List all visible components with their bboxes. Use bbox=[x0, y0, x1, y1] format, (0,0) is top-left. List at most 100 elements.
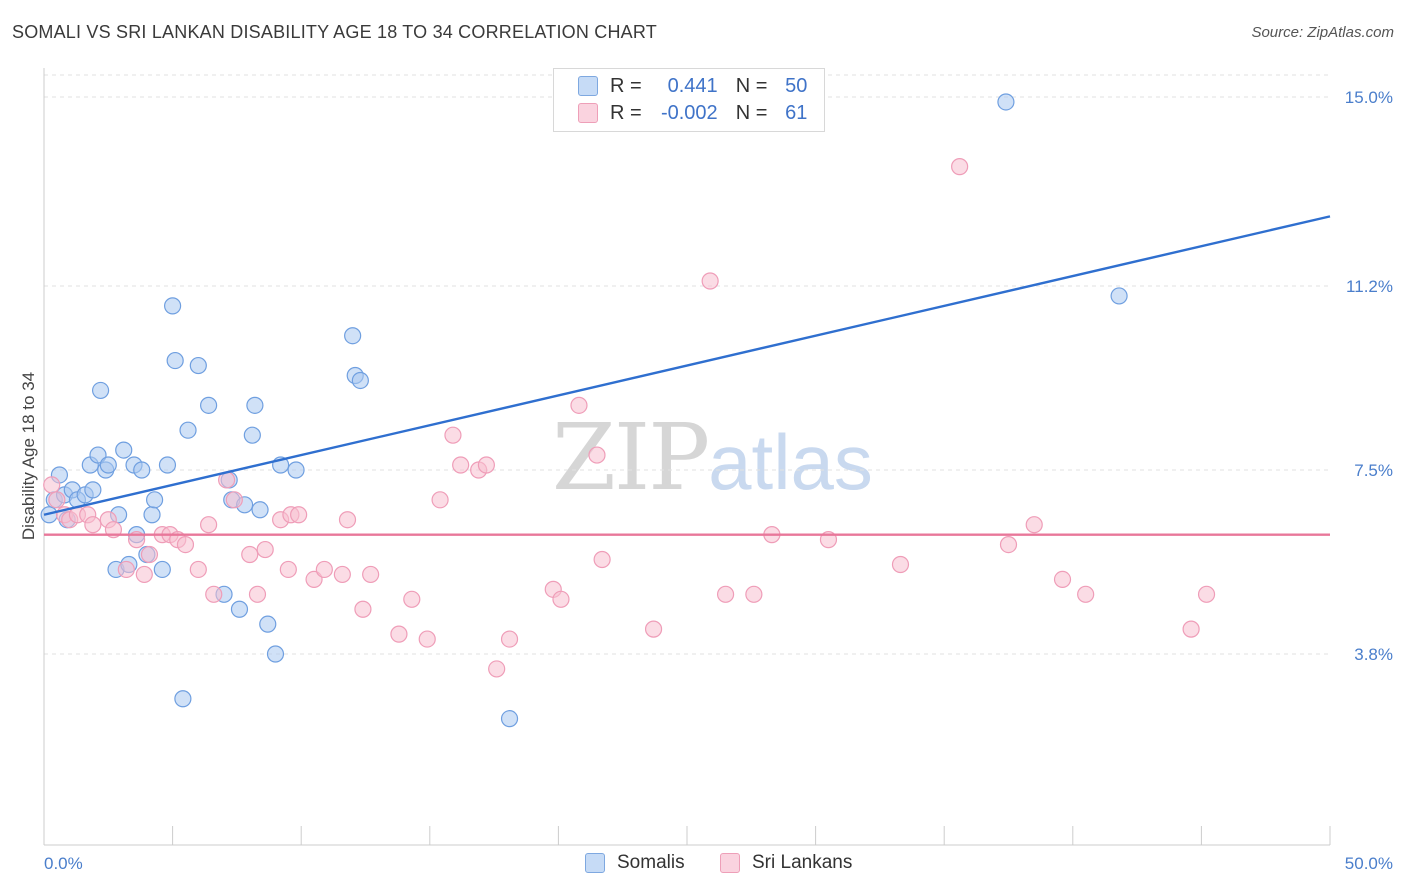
data-point bbox=[338, 511, 357, 529]
x-tick-label: 50.0% bbox=[1345, 854, 1393, 873]
x-tick-label: 0.0% bbox=[44, 854, 83, 873]
data-point bbox=[189, 560, 207, 579]
data-point bbox=[477, 456, 495, 474]
data-point bbox=[1197, 585, 1216, 603]
data-point bbox=[951, 158, 969, 176]
data-point bbox=[344, 327, 362, 345]
y-tick-label: 3.8% bbox=[1354, 645, 1393, 664]
data-point bbox=[997, 93, 1015, 111]
data-point bbox=[354, 600, 372, 618]
data-point bbox=[279, 560, 297, 579]
data-point bbox=[166, 351, 184, 370]
trend-line-somalis bbox=[43, 215, 1331, 516]
data-point bbox=[1053, 570, 1072, 589]
y-tick-label: 11.2% bbox=[1346, 277, 1393, 296]
watermark-zip: ZIP bbox=[552, 404, 710, 511]
data-point bbox=[333, 565, 351, 584]
data-point bbox=[431, 491, 449, 509]
data-point bbox=[315, 560, 333, 579]
data-point bbox=[290, 506, 308, 524]
data-point bbox=[200, 396, 218, 414]
legend-n-value: 50 bbox=[785, 74, 808, 97]
data-point bbox=[158, 456, 177, 474]
series-legend: Somalis Sri Lankans bbox=[0, 852, 1406, 878]
data-point bbox=[593, 550, 611, 569]
data-point bbox=[91, 381, 110, 400]
data-point bbox=[1110, 287, 1128, 305]
data-point bbox=[259, 615, 277, 633]
legend-r-label: R = bbox=[610, 101, 642, 124]
data-point bbox=[99, 456, 117, 474]
data-point bbox=[488, 660, 506, 678]
data-point bbox=[266, 645, 285, 663]
correlation-legend: R = 0.441 N = 50 R = -0.002 N = 61 bbox=[553, 68, 825, 132]
legend-label-sri-lankans: Sri Lankans bbox=[752, 852, 853, 873]
data-point bbox=[243, 426, 261, 444]
legend-row-somalis: R = 0.441 N = 50 bbox=[578, 74, 807, 98]
data-point bbox=[500, 630, 519, 648]
data-point bbox=[115, 441, 133, 459]
legend-n-label: N = bbox=[735, 101, 768, 124]
data-point bbox=[48, 491, 66, 509]
data-point bbox=[305, 570, 323, 589]
data-point bbox=[174, 690, 192, 708]
data-point bbox=[644, 620, 663, 638]
chart-source: Source: ZipAtlas.com bbox=[1251, 24, 1394, 41]
legend-n-label: N = bbox=[735, 74, 768, 97]
tick-labels: 3.8% 7.5% 11.2% 15.0% 0.0% 50.0% bbox=[44, 88, 1393, 873]
data-point bbox=[1025, 516, 1043, 534]
data-point bbox=[452, 456, 470, 474]
data-point bbox=[891, 555, 910, 574]
data-point bbox=[745, 585, 763, 603]
data-point bbox=[246, 396, 264, 414]
legend-item-somalis: Somalis bbox=[585, 852, 685, 874]
watermark-atlas: atlas bbox=[708, 418, 873, 506]
watermark: ZIPatlas bbox=[552, 404, 873, 511]
data-point bbox=[570, 396, 588, 414]
data-point bbox=[552, 590, 570, 608]
data-point bbox=[351, 371, 369, 390]
data-point bbox=[43, 476, 61, 494]
data-point bbox=[89, 446, 107, 464]
data-point bbox=[143, 506, 161, 524]
data-point bbox=[241, 545, 259, 564]
legend-r-value: 0.441 bbox=[667, 74, 718, 97]
axes bbox=[43, 68, 1331, 846]
data-point bbox=[701, 272, 719, 290]
data-point bbox=[140, 545, 159, 564]
legend-r-label: R = bbox=[610, 74, 642, 97]
data-point bbox=[248, 585, 267, 603]
y-axis-title: Disability Age 18 to 34 bbox=[19, 372, 38, 540]
data-point bbox=[1077, 585, 1095, 603]
data-point bbox=[179, 421, 197, 439]
data-point bbox=[200, 516, 218, 534]
legend-swatch-sri-lankans bbox=[720, 853, 740, 873]
data-point bbox=[403, 590, 421, 608]
trend-lines bbox=[43, 215, 1331, 536]
legend-swatch-somalis bbox=[585, 853, 605, 873]
data-point bbox=[153, 560, 171, 579]
y-tick-label: 7.5% bbox=[1354, 461, 1393, 480]
data-point bbox=[117, 560, 135, 579]
data-point bbox=[251, 501, 269, 519]
legend-item-sri-lankans: Sri Lankans bbox=[720, 852, 852, 874]
legend-r-value: -0.002 bbox=[660, 101, 718, 124]
data-point bbox=[225, 491, 243, 509]
data-point bbox=[287, 461, 305, 479]
legend-label-somalis: Somalis bbox=[617, 852, 685, 873]
legend-row-sri-lankans: R = -0.002 N = 61 bbox=[578, 101, 807, 125]
legend-swatch-somalis bbox=[578, 76, 598, 96]
data-point bbox=[133, 461, 151, 479]
data-point bbox=[500, 710, 519, 728]
data-point bbox=[84, 481, 102, 499]
data-point bbox=[230, 600, 249, 618]
data-point bbox=[135, 565, 153, 584]
data-point bbox=[205, 585, 223, 603]
data-point bbox=[588, 446, 606, 464]
data-point bbox=[390, 625, 408, 643]
y-tick-label: 15.0% bbox=[1345, 88, 1393, 107]
data-point bbox=[256, 540, 274, 559]
chart-title: SOMALI VS SRI LANKAN DISABILITY AGE 18 T… bbox=[12, 22, 657, 42]
series-sri-lankans bbox=[43, 158, 1216, 678]
data-point bbox=[999, 535, 1018, 554]
